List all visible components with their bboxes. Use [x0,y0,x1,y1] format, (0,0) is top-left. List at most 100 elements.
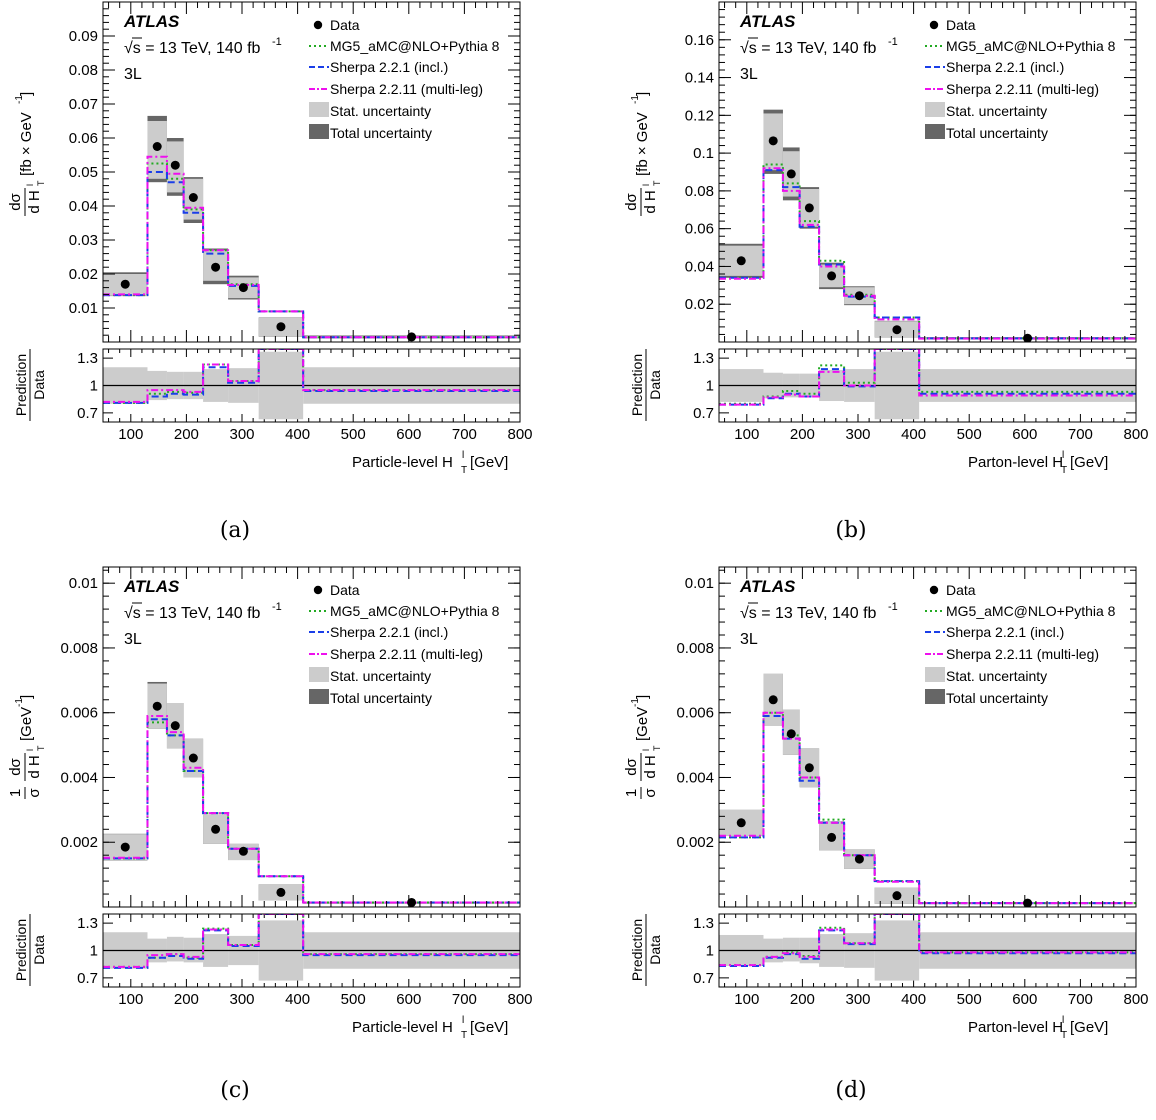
x-tick-label: 100 [734,991,759,1008]
y-tick-label: 0.14 [685,70,714,87]
region-label: 3L [124,66,142,83]
legend-data-label: Data [330,17,360,33]
ratio-ylabel-top: Prediction [13,354,29,416]
data-point [152,142,162,151]
xlabel-sub-t: T [461,1030,467,1041]
region-label: 3L [124,631,142,648]
subfigure-caption: (d) [835,1078,867,1103]
x-tick-label: 600 [1012,426,1037,443]
legend-mg5-label: MG5_aMC@NLO+Pythia 8 [330,38,500,54]
x-axis-title: Parton-level HTl [GeV] [968,1015,1108,1041]
data-point [407,897,417,907]
x-tick-label: 700 [452,426,477,443]
x-tick-label: 400 [901,991,926,1008]
data-point [786,729,796,739]
main-plot-area [719,673,1136,907]
ylabel-sup-l: l [641,749,651,751]
ylabel-frac-num: dσ [623,757,640,775]
ylabel-frac-den: d H [26,190,43,213]
x-tick-label: 400 [901,426,926,443]
x-tick-label: 500 [957,426,982,443]
ratio-y-tick-label: 1 [90,943,98,960]
x-tick-label: 300 [845,991,870,1008]
data-point [211,824,221,834]
data-point [120,842,130,852]
y-tick-label: 0.04 [69,198,98,215]
x-tick-label: 300 [229,991,254,1008]
ylabel-sup-l: l [25,749,35,751]
y-tick-label: 0.02 [69,266,98,283]
ratio-y-tick-label: 1 [706,378,714,395]
region-label: 3L [740,631,758,648]
legend-stat-label: Stat. uncertainty [330,103,431,119]
main-frame [102,566,521,908]
x-tick-label: 700 [1068,991,1093,1008]
y-tick-label: 0.004 [676,769,714,786]
subfigure-caption: (b) [835,518,867,543]
ratio-y-tick-label: 0.7 [693,970,714,987]
ratio-sherpa2211-line [719,914,1136,967]
x-axis-title: Particle-level H Tl [GeV] [352,1015,508,1041]
sherpa221-line [719,169,1136,340]
xlabel-unit: [GeV] [470,1019,508,1036]
x-tick-label: 200 [174,426,199,443]
data-point [1023,333,1033,342]
main-plot-area [103,681,520,907]
ratio-y-tick-label: 0.7 [693,405,714,422]
y-tick-label: 0.008 [676,640,714,657]
ylabel-norm-den: σ [642,788,659,798]
ylabel-norm-den: σ [26,788,43,798]
x-tick-label: 200 [790,426,815,443]
sherpa2211-line [719,711,1136,905]
xlabel-sup-l: l [1062,1015,1064,1026]
ylabel-close: ] [18,92,35,96]
legend-sherpa2211-label: Sherpa 2.2.11 (multi-leg) [946,646,1099,662]
xlabel-sup-l: l [462,450,464,461]
data-point [407,332,417,342]
data-point [854,854,864,864]
ratio-y-title: Prediction Data [13,914,47,986]
legend-sherpa221-label: Sherpa 2.2.1 (incl.) [330,624,448,640]
y-tick-label: 0.12 [685,107,714,124]
legend-stat-swatch [309,667,329,682]
mg5-line [719,163,1136,340]
legend-total-label: Total uncertainty [330,690,432,706]
data-point [276,887,286,897]
energy-label: √s = 13 TeV, 140 fb [740,40,877,57]
legend-stat-label: Stat. uncertainty [946,668,1047,684]
sherpa2211-line [719,167,1136,340]
y-tick-label: 0.002 [676,834,714,851]
legend-total-swatch [309,689,329,704]
y-tick-label: 0.006 [676,705,714,722]
y-tick-label: 0.08 [685,183,714,200]
xlabel-prefix: Parton-level H [968,454,1063,471]
ratio-y-tick-label: 1 [706,943,714,960]
x-tick-label: 500 [341,991,366,1008]
sherpa2211-line [103,714,520,904]
x-tick-label: 500 [341,426,366,443]
energy-sup: -1 [272,601,282,613]
ylabel-unit: [GeV [634,707,651,741]
ylabel-unit: [GeV [18,707,35,741]
ratio-ylabel-bottom: Data [31,935,47,965]
ratio-y-tick-label: 1.3 [77,915,98,932]
sherpa221-line [103,171,520,339]
ylabel-unit-sup: -1 [630,95,641,104]
ratio-plot-area [103,349,520,420]
sherpa221-line [719,714,1136,905]
legend-sherpa221-label: Sherpa 2.2.1 (incl.) [330,59,448,75]
energy-sup: -1 [888,601,898,613]
ratio-y-tick-label: 1.3 [693,915,714,932]
ylabel-frac-num: dσ [7,192,24,210]
ylabel-unit: [fb × GeV [18,112,35,176]
chart-panel-d: 0.002 0.004 0.006 0.008 0.01 ATLAS √s = 13 TeV… [623,566,1149,1041]
ratio-y-tick-label: 0.7 [77,970,98,987]
energy-sup: -1 [272,36,282,48]
xlabel-prefix: Parton-level H [968,1019,1063,1036]
xlabel-unit: [GeV] [470,454,508,471]
legend-total-label: Total uncertainty [946,690,1048,706]
data-point [892,325,902,335]
ratio-ylabel-top: Prediction [629,919,645,981]
ratio-y-tick-label: 1.3 [77,350,98,367]
y-tick-label: 0.16 [685,32,714,49]
